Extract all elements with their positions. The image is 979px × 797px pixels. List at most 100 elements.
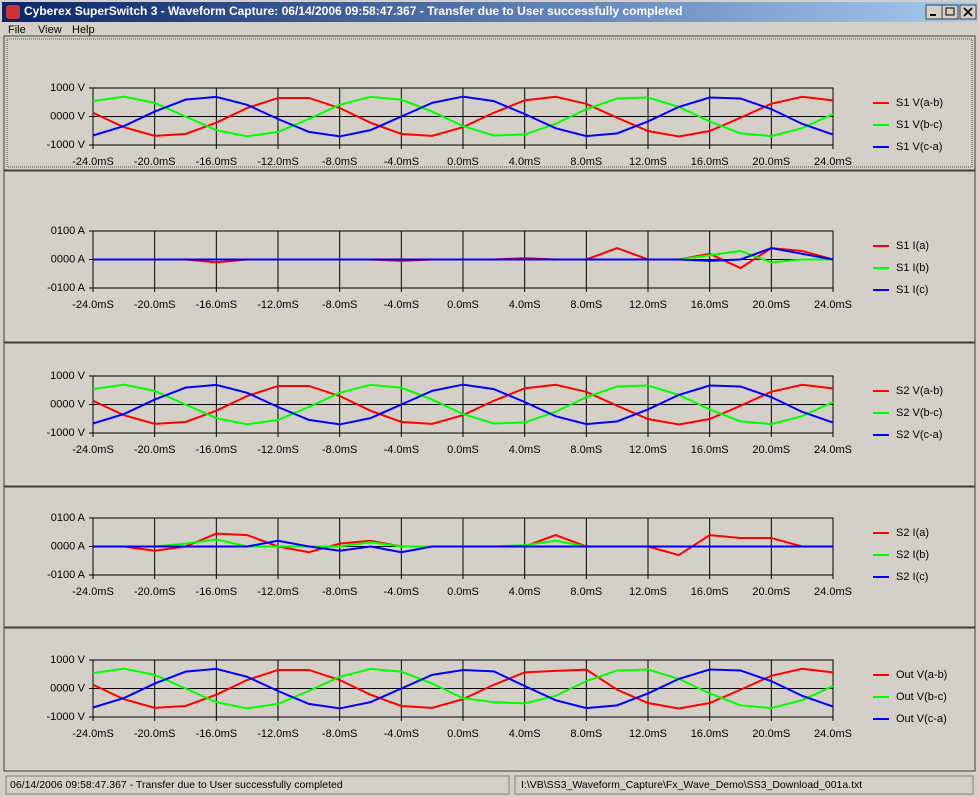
series-line bbox=[92, 95, 834, 138]
x-tick-label: 16.0mS bbox=[691, 444, 729, 456]
menu-file[interactable]: File bbox=[8, 24, 26, 36]
series-line bbox=[92, 383, 834, 426]
x-tick-label: 8.0mS bbox=[570, 728, 602, 740]
series-line bbox=[92, 383, 834, 426]
x-tick-label: 4.0mS bbox=[509, 444, 541, 456]
series-line bbox=[92, 667, 834, 710]
legend-label: S2 I(b) bbox=[896, 549, 929, 561]
x-tick-label: -20.0mS bbox=[134, 728, 176, 740]
x-tick-label: -16.0mS bbox=[196, 586, 238, 598]
panel bbox=[3, 170, 976, 343]
minimize-button[interactable] bbox=[925, 4, 943, 20]
series-line bbox=[92, 95, 834, 138]
x-tick-label: -24.0mS bbox=[72, 299, 114, 311]
x-tick-label: -12.0mS bbox=[257, 586, 299, 598]
x-tick-label: -8.0mS bbox=[322, 156, 357, 168]
y-tick-label: 0000 A bbox=[51, 253, 86, 265]
x-tick-label: -4.0mS bbox=[384, 728, 419, 740]
status-file: I:\VB\SS3_Waveform_Capture\Fx_Wave_Demo\… bbox=[521, 779, 862, 791]
y-tick-label: -0100 A bbox=[47, 569, 86, 581]
status-text: 06/14/2006 09:58:47.367 - Transfer due t… bbox=[10, 779, 343, 791]
x-tick-label: -8.0mS bbox=[322, 728, 357, 740]
focus-rect bbox=[6, 38, 973, 168]
x-tick-label: 24.0mS bbox=[814, 156, 852, 168]
x-tick-label: 0.0mS bbox=[447, 586, 479, 598]
x-tick-label: 12.0mS bbox=[629, 156, 667, 168]
legend-label: S1 V(b-c) bbox=[896, 119, 942, 131]
x-tick-label: -4.0mS bbox=[384, 444, 419, 456]
x-tick-label: -24.0mS bbox=[72, 586, 114, 598]
y-tick-label: 0000 A bbox=[51, 540, 86, 552]
x-tick-label: 4.0mS bbox=[509, 728, 541, 740]
x-tick-label: 24.0mS bbox=[814, 586, 852, 598]
menu-help[interactable]: Help bbox=[72, 24, 95, 36]
plot-frame bbox=[92, 375, 834, 434]
legend-label: S2 V(c-a) bbox=[896, 429, 942, 441]
x-tick-label: 16.0mS bbox=[691, 586, 729, 598]
x-tick-label: -4.0mS bbox=[384, 299, 419, 311]
x-tick-label: 12.0mS bbox=[629, 586, 667, 598]
app-icon bbox=[6, 5, 20, 19]
window-controls[interactable] bbox=[925, 4, 977, 20]
x-tick-label: 4.0mS bbox=[509, 156, 541, 168]
legend-label: S2 V(a-b) bbox=[896, 385, 943, 397]
x-tick-label: -16.0mS bbox=[196, 444, 238, 456]
x-tick-label: 24.0mS bbox=[814, 299, 852, 311]
series-line bbox=[92, 667, 834, 710]
window-title: Cyberex SuperSwitch 3 - Waveform Capture… bbox=[24, 4, 683, 18]
status-panel bbox=[514, 775, 974, 795]
x-tick-label: 12.0mS bbox=[629, 728, 667, 740]
maximize-button[interactable] bbox=[941, 4, 959, 20]
x-tick-label: 12.0mS bbox=[629, 299, 667, 311]
y-tick-label: 0000 V bbox=[50, 398, 86, 410]
x-tick-label: 8.0mS bbox=[570, 586, 602, 598]
x-tick-label: -8.0mS bbox=[322, 586, 357, 598]
x-tick-label: 20.0mS bbox=[752, 299, 790, 311]
series-line bbox=[92, 95, 834, 138]
x-tick-label: -16.0mS bbox=[196, 156, 238, 168]
x-tick-label: 0.0mS bbox=[447, 444, 479, 456]
legend-label: S2 I(c) bbox=[896, 571, 928, 583]
x-tick-label: 8.0mS bbox=[570, 299, 602, 311]
y-tick-label: 0000 V bbox=[50, 682, 86, 694]
x-tick-label: 4.0mS bbox=[509, 299, 541, 311]
legend-label: S1 V(c-a) bbox=[896, 141, 942, 153]
series-line bbox=[92, 667, 834, 710]
x-tick-label: -20.0mS bbox=[134, 299, 176, 311]
status-panel bbox=[5, 775, 510, 795]
x-tick-label: -20.0mS bbox=[134, 156, 176, 168]
y-tick-label: 1000 V bbox=[50, 82, 86, 94]
x-tick-label: -16.0mS bbox=[196, 728, 238, 740]
x-tick-label: 0.0mS bbox=[447, 299, 479, 311]
x-tick-label: -24.0mS bbox=[72, 444, 114, 456]
x-tick-label: 0.0mS bbox=[447, 728, 479, 740]
menu-view[interactable]: View bbox=[38, 24, 62, 36]
panel bbox=[3, 486, 976, 628]
x-tick-label: 8.0mS bbox=[570, 444, 602, 456]
x-tick-label: 8.0mS bbox=[570, 156, 602, 168]
series-line bbox=[93, 539, 833, 554]
y-tick-label: 1000 V bbox=[50, 370, 86, 382]
x-tick-label: 16.0mS bbox=[691, 728, 729, 740]
legend-label: S2 V(b-c) bbox=[896, 407, 942, 419]
x-tick-label: 4.0mS bbox=[509, 586, 541, 598]
x-tick-label: 16.0mS bbox=[691, 156, 729, 168]
x-tick-label: -24.0mS bbox=[72, 156, 114, 168]
legend-label: Out V(a-b) bbox=[896, 669, 947, 681]
maximize-icon bbox=[945, 7, 955, 16]
x-tick-label: 0.0mS bbox=[447, 156, 479, 168]
legend-label: Out V(c-a) bbox=[896, 713, 947, 725]
x-tick-label: 24.0mS bbox=[814, 728, 852, 740]
x-tick-label: 16.0mS bbox=[691, 299, 729, 311]
title-bar bbox=[2, 2, 977, 22]
y-tick-label: -1000 V bbox=[46, 427, 85, 439]
plot-frame bbox=[92, 659, 834, 718]
series-line bbox=[93, 247, 834, 262]
x-tick-label: -20.0mS bbox=[134, 444, 176, 456]
y-tick-label: -1000 V bbox=[46, 139, 85, 151]
x-tick-label: 20.0mS bbox=[752, 586, 790, 598]
panel bbox=[3, 342, 976, 487]
x-tick-label: -8.0mS bbox=[322, 444, 357, 456]
y-tick-label: -0100 A bbox=[47, 282, 86, 294]
